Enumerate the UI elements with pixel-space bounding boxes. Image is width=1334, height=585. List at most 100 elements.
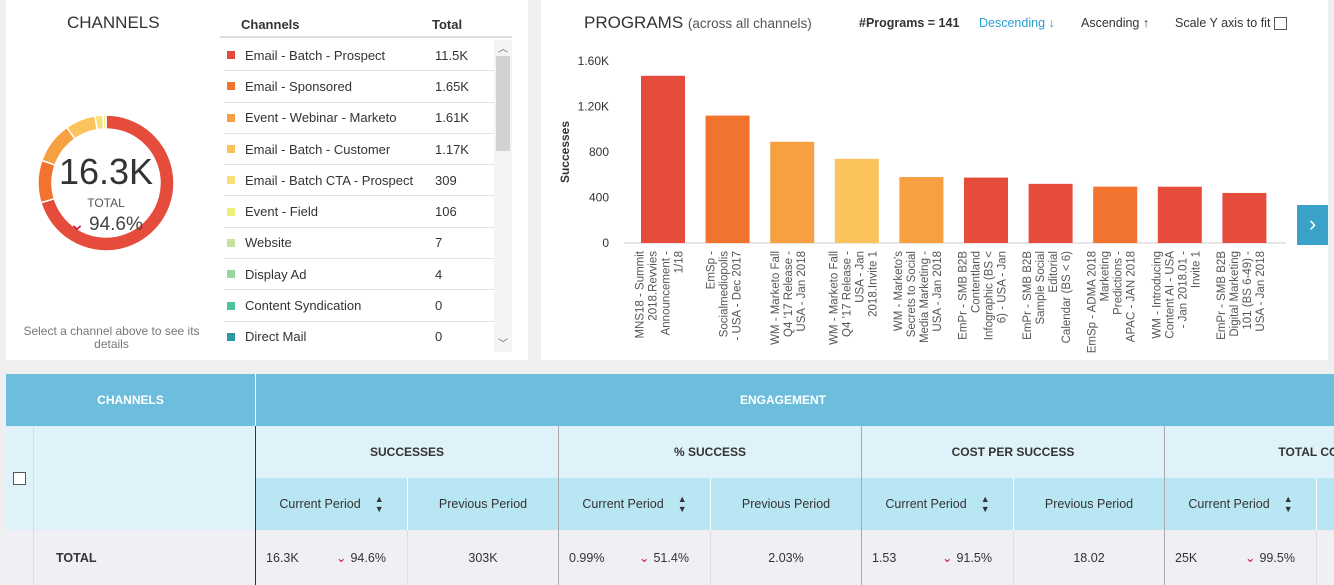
down-arrow-icon: ⌄ [69,214,86,235]
current-period-header[interactable]: Current Period ▲ ▼ [256,478,408,530]
scale-checkbox[interactable] [1273,17,1287,31]
x-tick-label: WM - Marketo FallQ4 '17 Release -USA - J… [828,251,879,345]
channel-swatch [227,207,235,216]
previous-period-header[interactable]: Previous Period [408,478,559,530]
previous-value: 303K [468,550,498,565]
x-tick-label: EmSp -Socialmediopolis- USA - Dec 2017 [706,251,744,341]
channel-swatch [227,270,235,279]
bar[interactable] [964,177,1008,243]
engagement-header-label: ENGAGEMENT [740,393,827,407]
current-period-header[interactable]: Current Period ▲ ▼ [559,478,711,530]
x-tick-label: MNS18 - Summit2018.RevviesAnnouncement -… [635,250,686,338]
sort-icon[interactable]: ▲ ▼ [980,494,990,514]
sort-icon[interactable]: ▲ ▼ [677,494,687,514]
x-tick-label: EmSp - ADMA 2018MarketingPredictions -AP… [1087,251,1138,353]
select-all-checkbox[interactable] [13,471,26,485]
channel-name: Email - Sponsored [245,78,352,94]
channel-row[interactable]: Email - Sponsored 1.65K [224,71,494,103]
x-tick-label: WM - Marketo FallQ4 '17 Release -USA - J… [770,251,808,345]
channel-row[interactable]: Event - Webinar - Marketo 1.61K [224,103,494,134]
down-arrow-icon: ⌄ [639,551,650,565]
scrollbar[interactable]: ︿ ﹀ [494,40,512,352]
arrow-down-icon: ↓ [1048,16,1055,30]
x-tick-label: EmPr - SMB B2BContentlandInfographic (BS… [958,251,1009,341]
previous-period-label: Previous Period [741,497,831,511]
channel-total: 0 [435,298,443,314]
bar[interactable] [770,141,815,243]
channel-row[interactable]: Email - Batch - Prospect 11.5K [224,40,494,72]
bar[interactable] [1028,183,1073,243]
previous-period-header[interactable]: Previous Period [711,478,862,530]
channel-row[interactable]: Display Ad 4 [224,259,494,291]
programs-bar-chart: 0 400 800 1.20K 1.60K Successes MNS18 - Summit… [558,54,1286,353]
descending-label: Descending [979,16,1046,30]
current-period-cell: 1.53 ⌄ 91.5% [862,530,1014,585]
bar[interactable] [834,158,879,243]
sort-icon[interactable]: ▲ ▼ [1283,494,1293,514]
engagement-table: CHANNELS ENGAGEMENT TOTAL SUCCESSES Current … [6,374,1334,585]
current-period-label: Current Period [582,497,664,511]
channel-row[interactable]: Website 7 [224,228,494,260]
channel-total: 4 [435,266,443,282]
channel-row[interactable]: Content Syndication 0 [224,290,494,322]
current-period-header[interactable]: Current Period ▲ ▼ [1165,478,1317,530]
bar[interactable] [1222,192,1267,243]
scale-label: Scale Y axis to fit [1175,16,1271,30]
sort-ascending[interactable]: Ascending ↑ [1081,16,1149,30]
channel-total: 106 [435,204,457,220]
scroll-up-icon[interactable]: ︿ [498,44,508,55]
donut-segment[interactable] [94,114,105,131]
current-period-label: Current Period [1188,497,1270,511]
channels-donut-chart[interactable] [18,95,194,271]
col-channels[interactable]: Channels [241,17,300,32]
scroll-down-icon[interactable]: ﹀ [498,339,508,350]
group-header: COST PER SUCCESS [862,426,1165,478]
channel-row[interactable]: Email - Batch - Customer 1.17K [224,134,494,166]
y-axis-label: Successes [558,121,572,183]
y-tick-label: 1.20K [578,100,609,114]
channel-row[interactable]: Email - Batch CTA - Prospect 309 [224,165,494,197]
col-total[interactable]: Total [432,17,463,32]
donut-segment[interactable] [39,114,175,252]
channel-name: Email - Batch - Prospect [245,47,386,63]
y-tick-label: 0 [602,236,609,250]
channel-row[interactable]: Direct Mail 0 [224,322,494,352]
group-label: % SUCCESS [673,445,747,459]
channel-name: Email - Batch - Customer [245,141,391,157]
channel-name-header [34,426,256,530]
programs-subtitle: (across all channels) [687,16,812,31]
bar[interactable] [1157,186,1202,243]
previous-period-header[interactable]: Previous Period [1014,478,1165,530]
previous-period-cell: 18.02 [1014,530,1165,585]
channel-row[interactable]: Event - Field 106 [224,196,494,228]
current-value: 1.53 [872,550,897,565]
sort-icon[interactable]: ▲ ▼ [374,494,384,514]
channel-total: 7 [435,235,443,251]
engagement-header: ENGAGEMENT [256,374,1334,426]
sort-descending[interactable]: Descending ↓ [979,16,1055,30]
bar[interactable] [1093,186,1138,243]
bar[interactable] [705,115,750,243]
channel-name: Email - Batch CTA - Prospect [245,172,414,188]
change-value: 99.5% [1259,550,1295,565]
scale-y-toggle[interactable]: Scale Y axis to fit [1175,16,1287,31]
select-all-cell[interactable] [6,426,34,530]
y-tick-label: 1.60K [578,54,609,68]
current-period-header[interactable]: Current Period ▲ ▼ [862,478,1014,530]
change-value: 91.5% [956,550,992,565]
x-tick-label: EmPr - SMB B2BDigital Marketing101 (BS 6… [1216,251,1267,340]
down-arrow-icon: ⌄ [1245,551,1256,565]
bar[interactable] [641,75,685,243]
scrollbar-thumb[interactable] [496,56,510,151]
change-value: 94.6% [350,550,386,565]
current-period-label: Current Period [279,497,361,511]
bar[interactable] [899,177,944,243]
previous-period-cell [1317,530,1334,585]
next-page-button[interactable]: › [1297,205,1328,245]
y-tick-label: 800 [589,145,609,159]
change-value: 51.4% [653,550,689,565]
arrow-up-icon: ↑ [1142,16,1150,30]
channel-swatch [227,332,235,341]
previous-period-header[interactable]: Previous Period [1317,478,1334,530]
channel-total: 11.5K [435,47,469,63]
